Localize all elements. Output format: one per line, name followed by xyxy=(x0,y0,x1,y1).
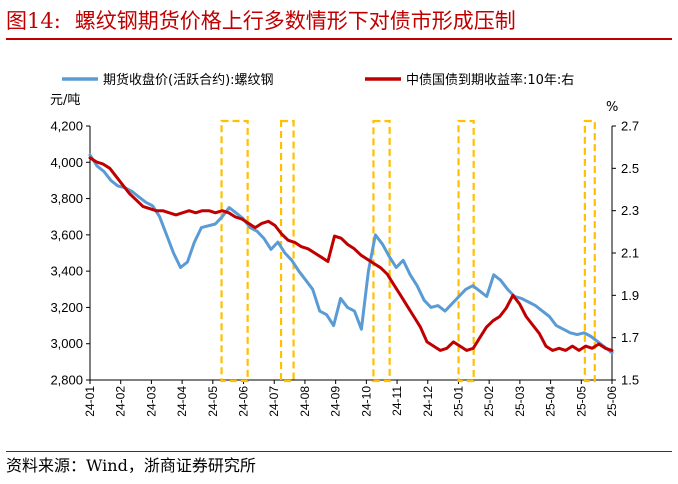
x-tick-label: 24-11 xyxy=(390,386,404,416)
right-axis-unit: % xyxy=(606,100,618,115)
y-left-tick-label: 3,400 xyxy=(50,264,83,279)
y-right-tick-label: 1.5 xyxy=(621,373,639,388)
y-left-tick-label: 4,200 xyxy=(50,119,83,134)
highlight-box xyxy=(220,119,249,383)
x-tick-label: 25-01 xyxy=(451,386,465,417)
series-lines xyxy=(88,153,614,355)
highlight-box xyxy=(279,119,295,383)
left-axis-unit: 元/吨 xyxy=(50,93,80,108)
y-right-tick-label: 2.1 xyxy=(621,246,639,261)
x-tick-label: 24-01 xyxy=(83,386,97,417)
legend: 期货收盘价(活跃合约):螺纹钢 中债国债到期收益率:10年:右 xyxy=(62,72,574,88)
x-tick-label: 24-06 xyxy=(237,386,251,417)
x-tick-label: 24-05 xyxy=(206,386,220,417)
x-tick-label: 24-04 xyxy=(175,386,189,417)
y-left-tick-label: 3,800 xyxy=(50,191,83,206)
y-right-tick-label: 1.7 xyxy=(621,330,639,345)
x-tick-label: 25-03 xyxy=(513,386,527,417)
y-left-tick-label: 4,000 xyxy=(50,155,83,170)
x-tick-label: 24-02 xyxy=(114,386,128,417)
y-right-tick-label: 2.3 xyxy=(621,203,639,218)
series-line-10y-bond-yield xyxy=(88,156,614,352)
x-tick-label: 25-04 xyxy=(544,386,558,417)
title-text: 螺纹钢期货价格上行多数情形下对债市形成压制 xyxy=(74,9,516,33)
y-right-tick-label: 1.9 xyxy=(621,288,639,303)
y-left-tick-label: 2,800 xyxy=(50,373,83,388)
x-tick-label: 25-06 xyxy=(605,386,619,417)
y-left-tick-label: 3,200 xyxy=(50,300,83,315)
source-note: 资料来源：Wind，浙商证券研究所 xyxy=(6,451,672,480)
x-tick-label: 25-02 xyxy=(482,386,496,417)
x-tick-label: 24-12 xyxy=(421,386,435,417)
legend-label-bond: 中债国债到期收益率:10年:右 xyxy=(406,72,574,88)
highlight-box xyxy=(583,119,596,383)
y-left-tick-label: 3,000 xyxy=(50,336,83,351)
x-tick-label: 24-03 xyxy=(144,386,158,417)
legend-label-steel: 期货收盘价(活跃合约):螺纹钢 xyxy=(103,72,274,88)
figure-label: 图14: xyxy=(6,9,61,33)
y-left-tick-label: 3,600 xyxy=(50,227,83,242)
x-tick-label: 25-05 xyxy=(574,386,588,417)
axes: 4,200 4,000 3,800 3,600 3,400 3,200 3,000 2,800… xyxy=(50,119,639,417)
y-right-tick-label: 2.5 xyxy=(621,161,639,176)
highlight-box xyxy=(457,119,475,383)
x-tick-label: 24-08 xyxy=(298,386,312,417)
series-line-steel-futures xyxy=(88,153,614,355)
x-tick-label: 24-10 xyxy=(359,386,373,417)
x-tick-label: 24-07 xyxy=(267,386,281,417)
y-right-tick-label: 2.7 xyxy=(621,119,639,134)
x-tick-label: 24-09 xyxy=(329,386,343,417)
highlight-boxes xyxy=(220,119,596,383)
chart-title: 图14: 螺纹钢期货价格上行多数情形下对债市形成压制 xyxy=(6,4,672,40)
